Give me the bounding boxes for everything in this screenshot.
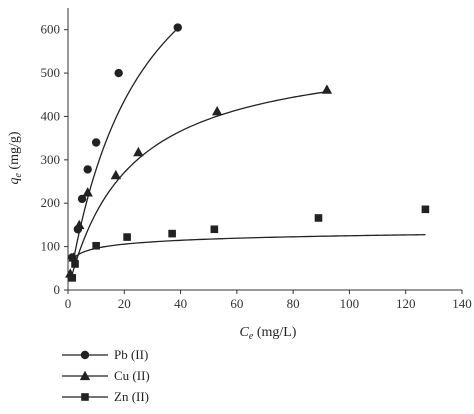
x-tick-label: 80 (287, 296, 300, 311)
point-square (71, 260, 79, 268)
legend-label: Zn (II) (114, 389, 149, 404)
point-triangle (110, 169, 122, 180)
point-square (314, 214, 323, 222)
legend-label: Pb (II) (114, 347, 148, 362)
point-square (68, 274, 77, 282)
legend-marker-circle (80, 350, 90, 360)
point-triangle (321, 84, 333, 94)
legend-marker-square (81, 393, 89, 401)
point-square (92, 241, 100, 250)
x-tick-label: 40 (174, 296, 187, 311)
point-circle (83, 165, 92, 174)
y-tick-label: 300 (41, 152, 61, 167)
point-triangle (211, 106, 223, 116)
x-tick-label: 100 (340, 296, 360, 311)
point-circle (77, 194, 87, 204)
point-square (123, 233, 131, 241)
x-tick-label: 20 (118, 296, 131, 311)
axes: 0 20 40 60 80 100 120 140 0 100 200 300 400 500 600 (41, 8, 472, 311)
y-axis-label: qe (mg/g) (7, 131, 24, 184)
legend-label: Cu (II) (114, 368, 150, 383)
x-axis-label: Ce (mg/L) (240, 325, 297, 342)
legend-marker-triangle (79, 370, 91, 381)
y-tick-label: 100 (41, 239, 61, 254)
point-square (421, 205, 430, 214)
fit-curves (69, 27, 426, 282)
fit-curve-triangle (69, 91, 328, 282)
y-tick-label: 500 (41, 65, 61, 80)
x-tick-label: 0 (65, 296, 72, 311)
point-triangle (74, 219, 85, 230)
point-triangle (68, 252, 79, 262)
x-tick-label: 140 (452, 296, 472, 311)
point-circle (173, 23, 182, 32)
point-circle (91, 138, 101, 147)
y-tick-label: 0 (54, 282, 61, 297)
fit-curve-circle (71, 27, 179, 267)
fit-curve-square (71, 234, 426, 261)
x-tick-label: 60 (230, 296, 243, 311)
data-points (65, 23, 430, 282)
point-square (168, 229, 176, 238)
point-square (210, 225, 219, 234)
x-tick-label: 120 (396, 296, 416, 311)
legend: Pb (II) Cu (II) Zn (II) (62, 347, 150, 404)
point-circle (114, 68, 123, 78)
point-triangle (82, 187, 93, 197)
point-triangle (133, 146, 144, 157)
y-tick-label: 600 (41, 22, 61, 37)
y-tick-label: 400 (41, 108, 61, 123)
y-tick-label: 200 (41, 195, 61, 210)
